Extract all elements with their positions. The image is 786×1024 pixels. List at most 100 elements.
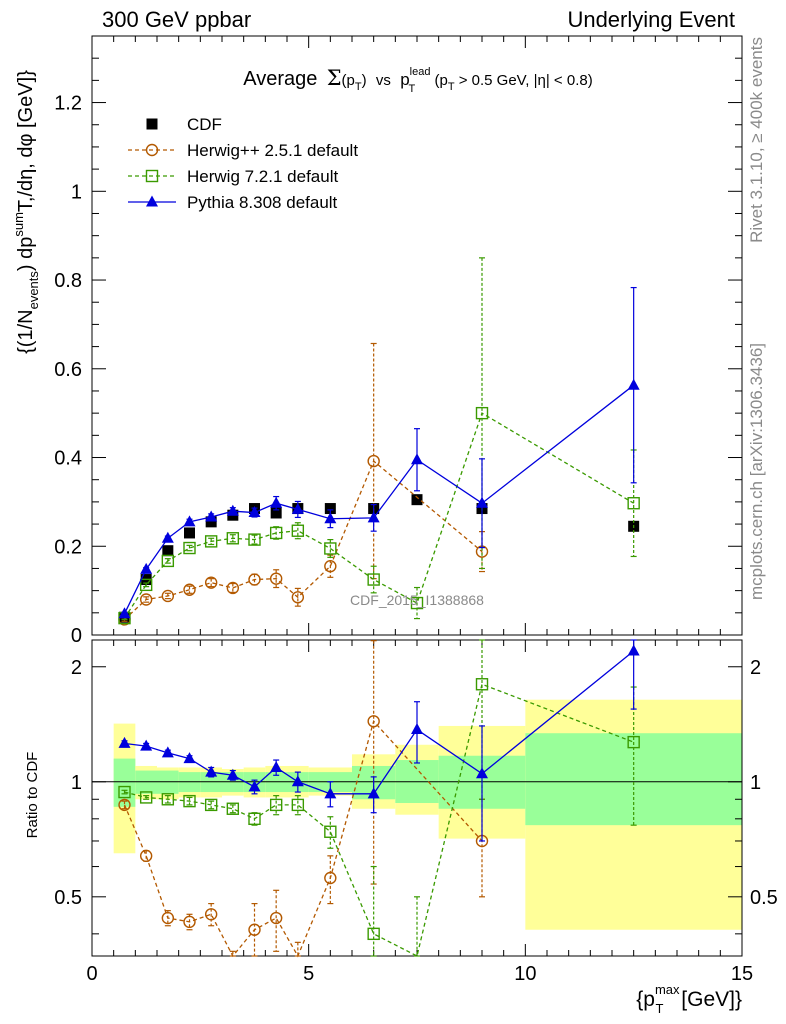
ratio-point-herwigpp xyxy=(269,911,283,925)
ratio-point-herwig7 xyxy=(248,812,261,826)
ratio-y-tick-label: 0.5 xyxy=(54,887,82,909)
ratio-point-herwig7 xyxy=(183,794,196,808)
x-axis-label: {pmax T [GeV]} xyxy=(636,982,742,1016)
main-y-tick-label: 1 xyxy=(71,181,82,203)
ratio-point-herwig7 xyxy=(324,825,337,838)
ratio-y-tick-label-right: 0.5 xyxy=(750,887,778,909)
ratio-point-herwigpp xyxy=(118,798,131,812)
main-point-herwigpp xyxy=(367,454,380,468)
main-point-pythia xyxy=(140,562,153,574)
ratio-point-herwig7 xyxy=(161,793,175,806)
ratio-point-herwigpp xyxy=(204,908,218,921)
main-y-tick-label: 0.2 xyxy=(54,536,82,558)
ratio-y-tick-label: 1 xyxy=(71,772,82,794)
main-point-herwigpp xyxy=(204,576,218,589)
ratio-point-pythia xyxy=(248,780,261,792)
legend-entry-herwigpp: Herwig++ 2.5.1 default xyxy=(128,141,358,160)
ratio-point-pythia xyxy=(140,739,153,751)
ratio-point-herwig7 xyxy=(627,735,640,749)
main-point-herwigpp xyxy=(324,560,337,573)
main-series-pythia xyxy=(118,286,640,619)
main-point-herwig7 xyxy=(139,578,153,592)
main-point-herwigpp xyxy=(291,591,305,604)
legend-marker-pythia xyxy=(146,195,158,207)
main-point-herwig7 xyxy=(324,542,337,555)
ratio-point-herwig7 xyxy=(269,798,283,812)
main-point-herwig7 xyxy=(410,596,424,610)
legend-label-herwig7: Herwig 7.2.1 default xyxy=(187,167,338,186)
main-point-herwig7 xyxy=(248,533,261,546)
main-point-herwigpp xyxy=(161,589,175,603)
main-y-tick-label: 0 xyxy=(71,625,82,647)
main-point-cdf xyxy=(205,516,217,528)
main-point-herwig7 xyxy=(291,524,305,537)
legend-marker-cdf xyxy=(146,118,158,130)
ratio-point-herwig7 xyxy=(204,798,218,812)
legend: CDF Herwig++ 2.5.1 default Herwig 7.2.1 de… xyxy=(128,115,358,212)
ratio-point-pythia xyxy=(291,775,304,787)
main-point-pythia xyxy=(205,510,218,522)
ratio-point-herwig7 xyxy=(118,785,131,799)
legend-entry-pythia: Pythia 8.308 default xyxy=(128,193,338,212)
main-point-herwigpp xyxy=(226,581,240,595)
ratio-line-herwig7 xyxy=(124,683,634,957)
ratio-y-axis-label: Ratio to CDF xyxy=(24,752,41,839)
legend-marker-herwig7 xyxy=(145,169,159,183)
ratio-point-herwigpp xyxy=(367,715,380,728)
main-point-herwigpp xyxy=(183,583,196,596)
main-point-herwig7 xyxy=(627,497,640,510)
ratio-point-pythia xyxy=(161,746,174,758)
ratio-point-pythia xyxy=(205,765,218,777)
ratio-point-pythia xyxy=(411,723,423,735)
ratio-point-pythia xyxy=(226,768,239,780)
ratio-point-herwigpp xyxy=(161,911,175,925)
main-point-pythia xyxy=(161,531,174,543)
ratio-point-herwigpp xyxy=(139,849,153,863)
main-y-tick-label: 1.2 xyxy=(54,93,82,115)
ratio-point-herwigpp xyxy=(183,915,196,929)
analysis-watermark: CDF_2015_I1388868 xyxy=(350,592,484,608)
ratio-point-herwig7 xyxy=(367,927,380,941)
main-point-herwigpp xyxy=(248,573,261,586)
main-point-pythia xyxy=(627,378,640,390)
ratio-point-herwig7 xyxy=(475,678,489,691)
main-point-pythia xyxy=(270,496,283,508)
ratio-point-herwig7 xyxy=(139,791,153,804)
ratio-series-herwig7 xyxy=(118,639,640,957)
ratio-y-tick-label-right: 2 xyxy=(750,657,761,679)
x-tick-label: 10 xyxy=(514,963,536,985)
main-series-herwig7 xyxy=(118,257,640,625)
main-point-herwig7 xyxy=(269,526,283,540)
main-point-herwig7 xyxy=(226,532,240,545)
main-y-tick-label: 0.6 xyxy=(54,359,82,381)
main-point-herwigpp xyxy=(139,593,153,606)
ratio-y-tick-label-right: 1 xyxy=(750,772,761,794)
ratio-point-herwig7 xyxy=(226,802,240,815)
main-point-herwig7 xyxy=(204,535,218,548)
ratio-point-pythia xyxy=(324,787,337,799)
main-line-pythia xyxy=(123,384,635,614)
rivet-label: Rivet 3.1.10, ≥ 400k events xyxy=(747,37,766,243)
ratio-point-pythia xyxy=(118,736,131,748)
main-point-herwigpp xyxy=(269,572,283,585)
ratio-point-pythia xyxy=(627,644,640,656)
legend-label-herwigpp: Herwig++ 2.5.1 default xyxy=(187,141,358,160)
legend-label-cdf: CDF xyxy=(187,115,222,134)
main-point-pythia xyxy=(183,515,196,527)
main-point-pythia xyxy=(291,502,304,514)
main-y-tick-label: 0.4 xyxy=(54,448,82,470)
ratio-point-pythia xyxy=(270,760,283,772)
plot-title: Average Σ(pT) vs plead T (pT > 0.5 GeV, |… xyxy=(243,66,592,97)
main-point-pythia xyxy=(367,511,380,523)
ratio-point-herwigpp xyxy=(324,871,337,885)
main-point-cdf xyxy=(411,494,423,506)
header-left: 300 GeV ppbar xyxy=(102,7,251,32)
data-series xyxy=(118,257,640,958)
main-series-herwigpp xyxy=(118,342,489,626)
main-point-herwig7 xyxy=(183,541,196,555)
main-point-herwig7 xyxy=(367,573,380,586)
ratio-point-herwig7 xyxy=(291,798,305,812)
main-point-cdf xyxy=(324,503,336,515)
main-y-tick-label: 0.8 xyxy=(54,270,82,292)
